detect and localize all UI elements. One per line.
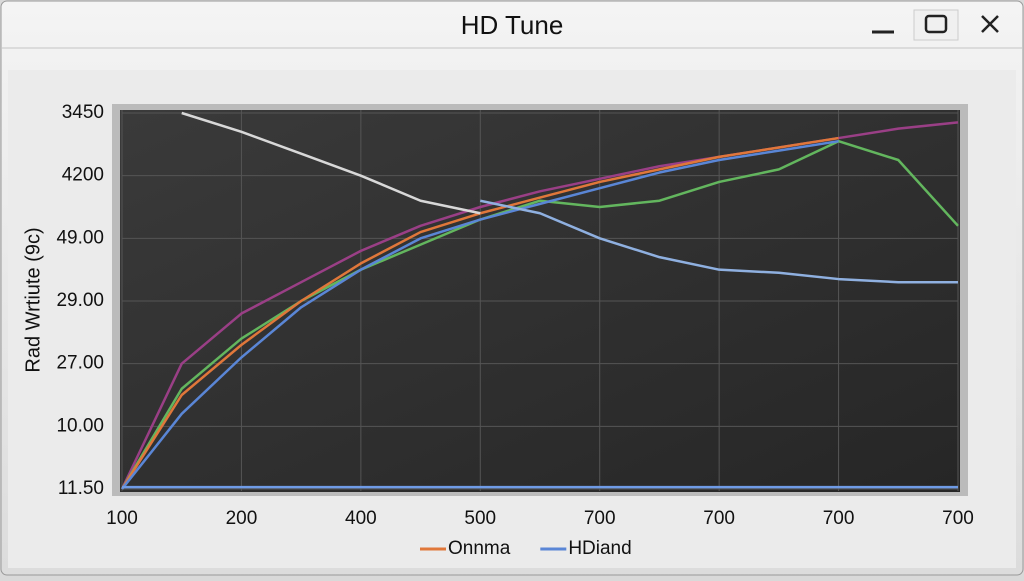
series-line: [181, 111, 481, 215]
close-button[interactable]: [968, 10, 1012, 40]
maximize-button[interactable]: [913, 9, 959, 41]
legend-label: HDiand: [568, 538, 631, 559]
y-tick-label: 49.00: [56, 227, 104, 248]
x-tick-label: 200: [226, 508, 258, 529]
y-tick-label: 27.00: [56, 353, 104, 374]
series-line: [480, 199, 958, 284]
x-tick-label: 500: [464, 508, 496, 529]
x-tick-label: 700: [584, 508, 616, 529]
series-line: [121, 139, 839, 490]
x-tick-label: 100: [106, 508, 138, 529]
x-tick-label: 400: [345, 508, 377, 529]
y-tick-label: 3450: [62, 102, 104, 123]
window-title: HD Tune: [461, 10, 564, 40]
y-tick-label: 4200: [62, 165, 104, 186]
y-tick-label: 11.50: [58, 478, 104, 499]
x-tick-label: 700: [823, 508, 855, 529]
x-tick-label: 700: [942, 508, 974, 529]
y-tick-label: 29.00: [56, 290, 104, 311]
x-tick-label: 700: [703, 508, 735, 529]
series-line: [120, 139, 959, 490]
y-axis-label: Rad Wrtiute (9c): [22, 227, 44, 372]
y-tick-label: 10.00: [56, 415, 104, 436]
legend-label: Onnma: [448, 538, 511, 559]
minimize-button[interactable]: [862, 12, 902, 40]
series-line: [120, 136, 839, 490]
